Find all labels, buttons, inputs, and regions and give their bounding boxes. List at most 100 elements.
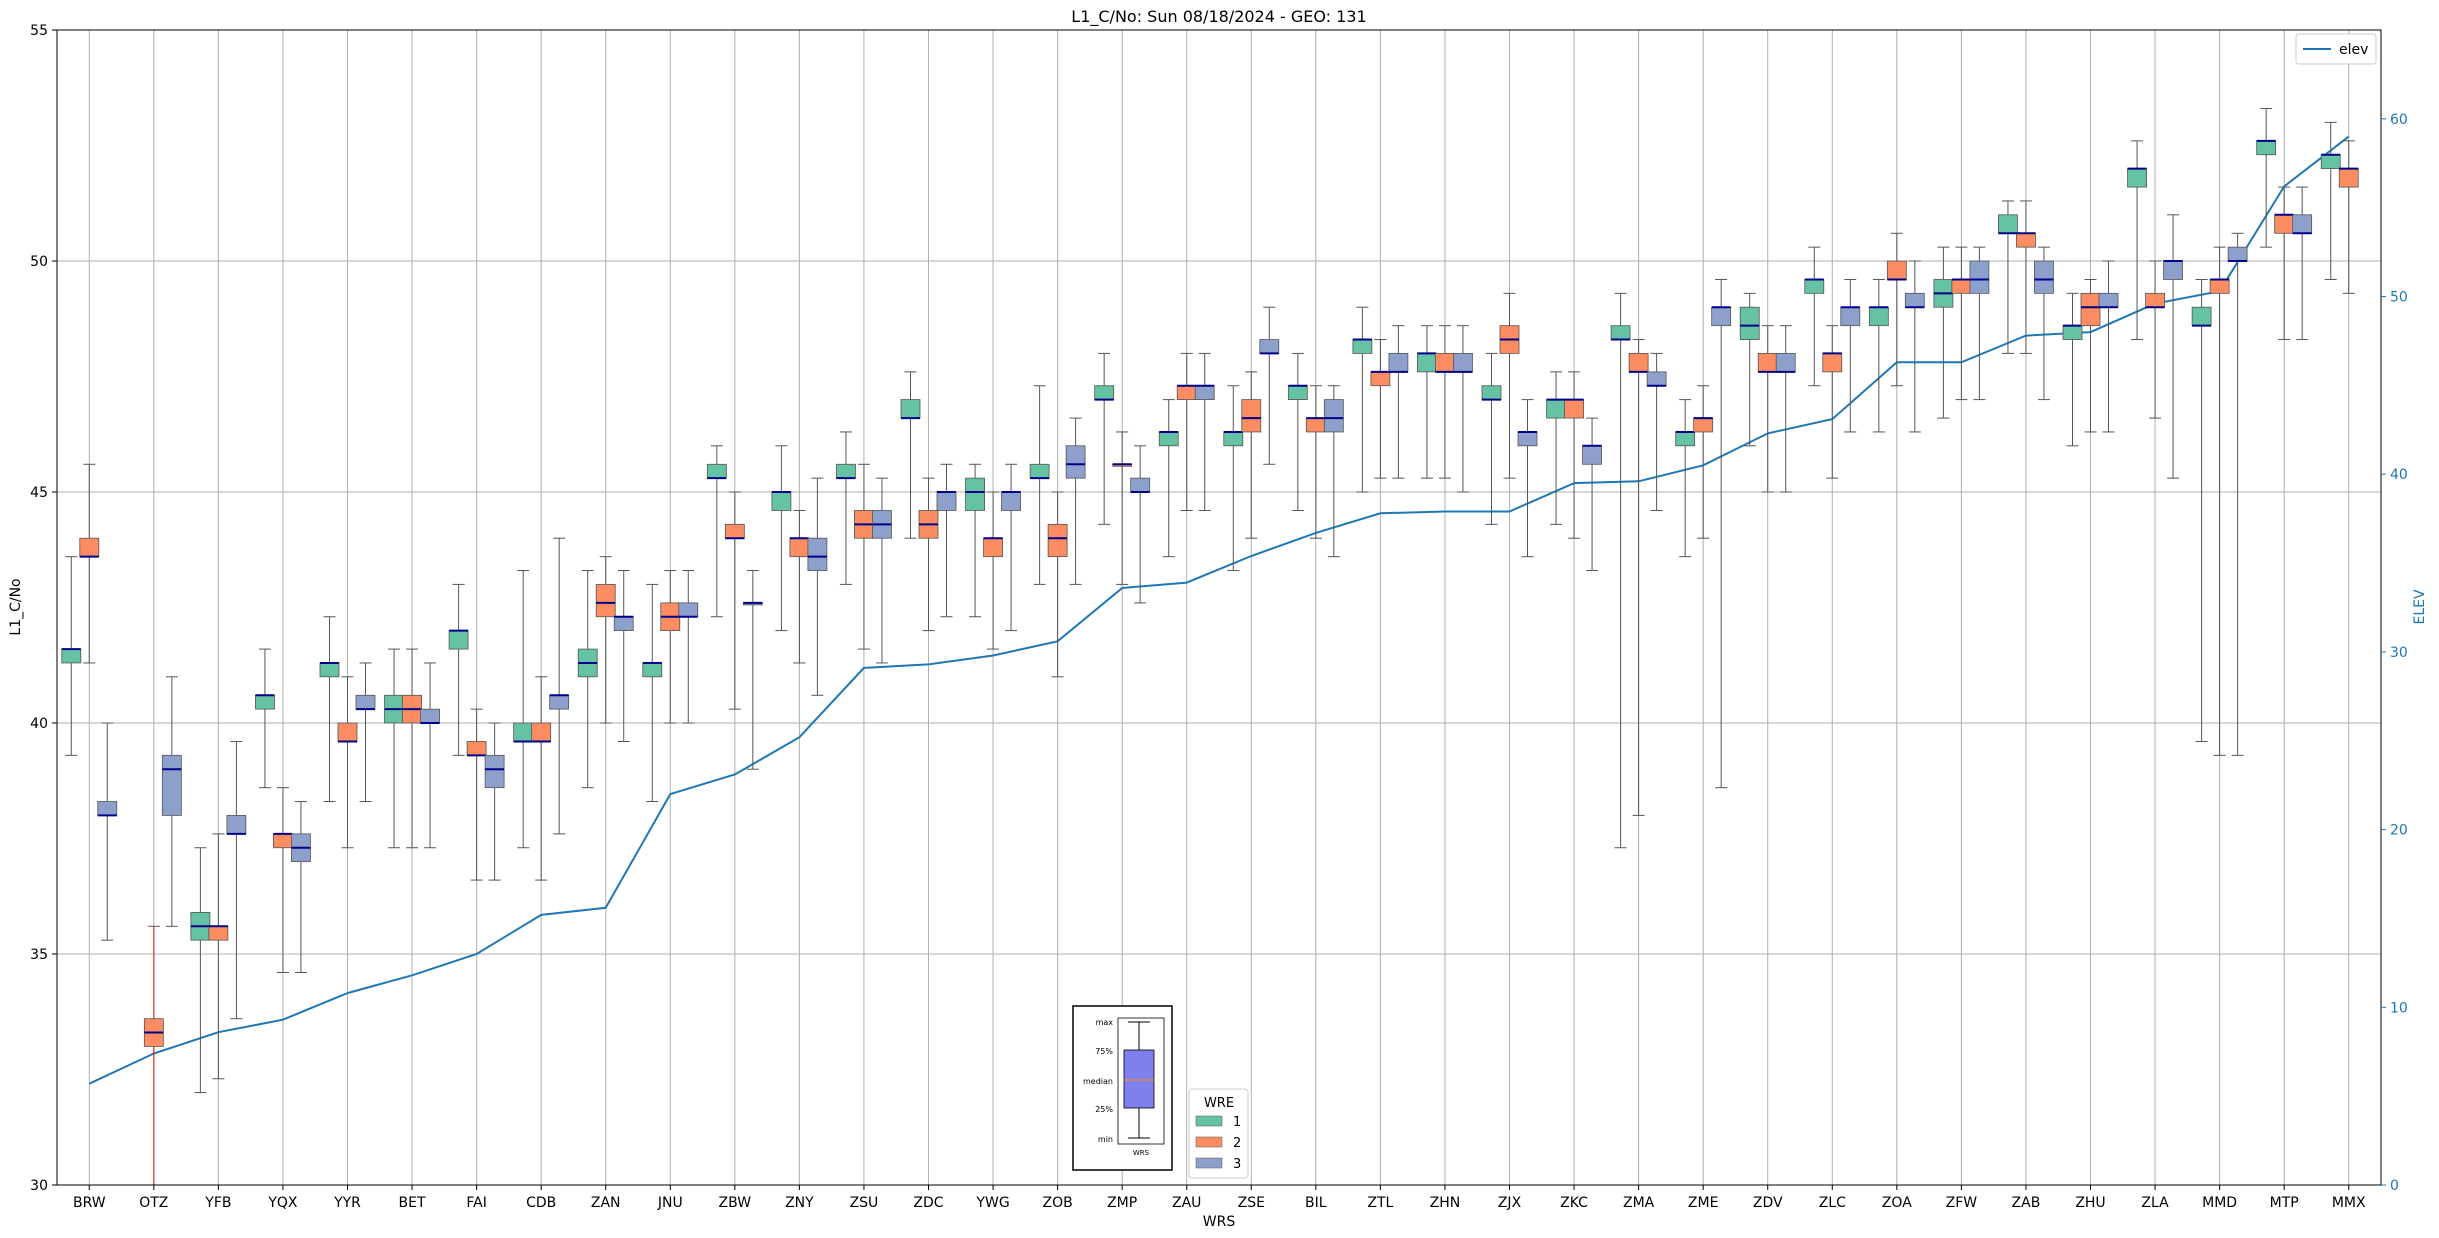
- chart-title: L1_C/No: Sun 08/18/2024 - GEO: 131: [1071, 7, 1366, 27]
- box-iqr: [836, 463, 856, 479]
- box-iqr: [484, 754, 505, 789]
- elev-line-layer: [88, 135, 2350, 1085]
- box-wre2-zkc: [1564, 371, 1584, 539]
- box-iqr: [2292, 214, 2313, 234]
- box-wre3-zla: [2163, 214, 2183, 479]
- box-iqr: [1287, 385, 1308, 400]
- box-iqr: [1804, 279, 1825, 294]
- box-iqr: [900, 399, 921, 419]
- elev-line: [88, 135, 2350, 1085]
- y2-tick-label: 50: [2390, 290, 2408, 306]
- box-wre3-zme: [1711, 278, 1732, 789]
- box-wre1-ztl: [1352, 306, 1373, 493]
- x-tick-label: BRW: [73, 1195, 106, 1211]
- box-iqr: [613, 616, 634, 631]
- box-iqr: [1739, 306, 1760, 340]
- box-wre2-zme: [1693, 385, 1714, 539]
- box-iqr: [1564, 399, 1584, 419]
- box-iqr: [2163, 260, 2183, 280]
- box-iqr: [1998, 214, 2018, 234]
- box-wre2-bil: [1305, 385, 1326, 539]
- box-wre2-zdc: [918, 477, 939, 632]
- box-wre1-zan: [577, 570, 598, 789]
- x-tick-label: ZDC: [913, 1195, 943, 1211]
- box-iqr: [2209, 279, 2230, 294]
- box-wre3-zan: [613, 570, 634, 742]
- box-wre2-zfw: [1951, 246, 1972, 401]
- box-wre1-zjx: [1481, 352, 1502, 525]
- box-wre1-zse: [1223, 385, 1244, 572]
- box-iqr: [2320, 154, 2341, 170]
- x-tick-label: YYR: [333, 1195, 361, 1211]
- y-tick-label: 55: [30, 23, 48, 39]
- box-wre2-mtp: [2274, 186, 2295, 341]
- box-wre1-zhn: [1417, 325, 1437, 479]
- x-tick-label: ZTL: [1367, 1195, 1393, 1211]
- box-wre3-zoa: [1904, 260, 1925, 433]
- box-iqr: [2016, 232, 2036, 248]
- box-iqr: [1223, 431, 1244, 447]
- box-wre2-zhn: [1435, 325, 1455, 479]
- elev-legend: elev: [2295, 33, 2377, 65]
- box-iqr: [2145, 292, 2165, 308]
- x-axis-label: WRS: [1203, 1214, 1236, 1230]
- box-wre2-zau: [1176, 352, 1197, 511]
- box-wre1-zfw: [1933, 246, 1954, 419]
- box-wre2-zbw: [724, 491, 745, 710]
- box-wre3-yfb: [226, 740, 247, 1020]
- box-wre1-mtp: [2256, 108, 2277, 248]
- box-wre3-zny: [807, 477, 828, 696]
- box-iqr: [2191, 306, 2212, 327]
- wre-1-label: 1: [1233, 1115, 1241, 1130]
- x-tick-label: ZDV: [1753, 1195, 1783, 1211]
- box-wre1-zob: [1029, 385, 1050, 585]
- box-wre3-zkc: [1582, 417, 1602, 572]
- box-iqr: [1904, 292, 1925, 308]
- box-wre3-ywg: [1001, 463, 1021, 632]
- box-wre2-yyr: [337, 676, 358, 849]
- box-iqr: [513, 722, 534, 742]
- box-iqr: [1693, 417, 1714, 433]
- box-wre3-zab: [2034, 246, 2054, 401]
- box-iqr: [255, 694, 275, 710]
- box-iqr: [1158, 431, 1179, 447]
- box-iqr: [549, 694, 570, 710]
- box-iqr: [2227, 246, 2248, 262]
- x-tick-label: ZMP: [1107, 1195, 1137, 1211]
- key-x-label: WRS: [1133, 1149, 1150, 1157]
- box-iqr: [1969, 260, 1990, 294]
- box-wre1-jnu: [642, 583, 663, 803]
- box-wre2-zmp: [1112, 431, 1133, 585]
- box-iqr: [1711, 306, 1732, 327]
- box-iqr: [1628, 352, 1649, 373]
- x-tick-label: CDB: [526, 1195, 556, 1211]
- box-wre2-zob: [1047, 491, 1068, 678]
- box-wre1-zla: [2127, 140, 2147, 341]
- box-wre1-zab: [1998, 200, 2018, 354]
- box-iqr: [1323, 399, 1344, 433]
- box-iqr: [1241, 399, 1262, 433]
- box-iqr: [355, 694, 376, 710]
- box-iqr: [2256, 140, 2277, 156]
- box-iqr: [1481, 385, 1502, 400]
- box-wre2-zny: [789, 509, 810, 664]
- x-tick-label: ZAB: [2012, 1195, 2041, 1211]
- box-wre2-zjx: [1499, 292, 1520, 479]
- box-wre1-mmx: [2320, 121, 2341, 280]
- box-iqr: [319, 662, 340, 678]
- y2-tick-label: 10: [2390, 1000, 2408, 1016]
- box-iqr: [2274, 214, 2295, 234]
- box-wre3-zob: [1065, 417, 1086, 585]
- box-iqr: [1065, 445, 1086, 479]
- box-wre2-brw: [79, 463, 100, 664]
- boxplot-layer: [61, 108, 2359, 1185]
- box-wre1-fai: [448, 583, 469, 756]
- key-median-label: median: [1083, 1077, 1113, 1086]
- box-iqr: [789, 537, 810, 558]
- key-q1-label: 25%: [1095, 1105, 1113, 1114]
- x-tick-label: YWG: [975, 1195, 1009, 1211]
- box-iqr: [1646, 371, 1667, 387]
- x-tick-label: MTP: [2270, 1195, 2299, 1211]
- x-tick-label: BET: [399, 1195, 426, 1211]
- box-iqr: [965, 477, 985, 511]
